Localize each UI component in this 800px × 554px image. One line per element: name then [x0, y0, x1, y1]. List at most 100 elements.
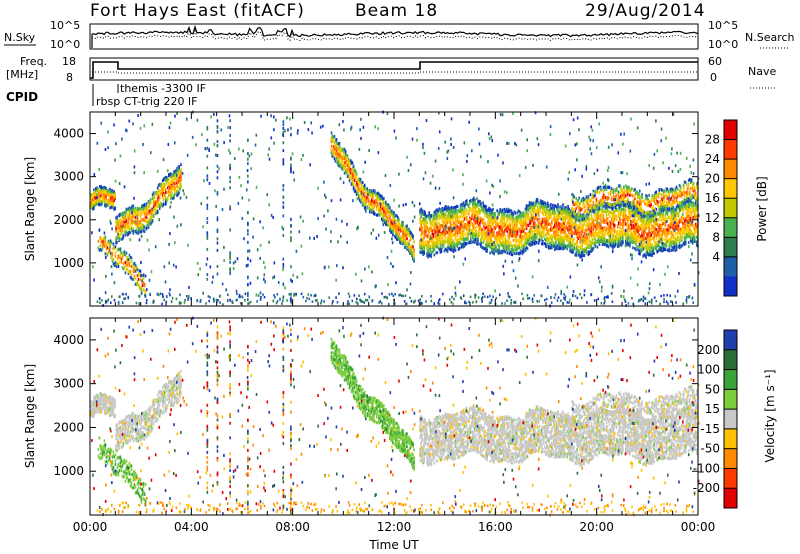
power-point	[398, 220, 400, 224]
power-point	[518, 210, 521, 214]
power-point	[489, 219, 491, 223]
power-point	[614, 203, 617, 207]
power-point	[501, 214, 504, 218]
power-point	[421, 248, 423, 252]
power-point	[420, 233, 422, 237]
power-point	[534, 239, 537, 243]
power-point	[464, 232, 467, 236]
power-point	[387, 220, 389, 224]
power-point	[372, 192, 375, 196]
power-point	[588, 212, 591, 216]
power-point	[554, 247, 556, 251]
power-point	[175, 175, 177, 179]
power-point	[558, 209, 560, 213]
power-point	[352, 165, 355, 169]
power-point	[131, 205, 134, 209]
power-point	[355, 192, 358, 196]
power-point	[496, 236, 498, 240]
power-point	[553, 244, 555, 248]
power-point	[365, 191, 368, 195]
power-point	[527, 223, 530, 227]
power-point	[609, 227, 612, 231]
power-point	[495, 249, 497, 253]
power-point	[557, 244, 559, 248]
power-point	[180, 183, 182, 187]
power-point	[593, 214, 596, 218]
power-point	[100, 186, 102, 190]
power-point	[449, 239, 452, 243]
power-point	[331, 154, 334, 158]
power-point	[167, 196, 169, 200]
power-point	[447, 246, 450, 250]
power-point	[109, 193, 111, 197]
power-point	[148, 220, 151, 224]
power-point	[369, 193, 372, 197]
power-point	[569, 230, 571, 234]
power-point	[116, 223, 118, 227]
power-point	[433, 210, 436, 214]
power-point	[473, 210, 475, 214]
power-point	[571, 244, 573, 248]
power-point	[570, 230, 572, 234]
power-point	[443, 220, 446, 224]
power-point	[138, 227, 141, 231]
power-point	[559, 245, 561, 249]
power-point	[532, 235, 535, 239]
power-point	[507, 233, 510, 237]
power-point	[510, 230, 513, 234]
power-point	[443, 249, 446, 253]
power-point	[392, 222, 394, 226]
power-point	[394, 223, 396, 227]
power-point	[567, 222, 569, 226]
power-point	[383, 206, 385, 210]
power-point	[419, 243, 421, 247]
power-point	[148, 201, 151, 205]
power-point	[153, 194, 156, 198]
power-point	[597, 207, 600, 211]
power-point	[121, 229, 124, 233]
power-point	[152, 194, 155, 198]
power-point	[405, 234, 407, 238]
power-point	[460, 203, 463, 207]
power-point	[477, 213, 479, 217]
power-point	[148, 205, 151, 209]
power-point	[549, 211, 551, 215]
power-point	[104, 239, 107, 243]
power-point	[476, 205, 478, 209]
power-point	[460, 226, 463, 230]
power-point	[404, 230, 406, 234]
power-point	[490, 234, 492, 238]
power-point	[371, 206, 374, 210]
power-point	[544, 221, 547, 225]
power-point	[488, 224, 490, 228]
power-point	[421, 242, 423, 246]
power-point	[519, 230, 522, 234]
power-point	[461, 225, 464, 229]
power-point	[403, 231, 405, 235]
power-point	[355, 176, 358, 180]
power-point	[517, 214, 520, 218]
power-point	[484, 222, 486, 226]
power-point	[433, 244, 436, 248]
power-point	[352, 186, 355, 190]
power-point	[109, 243, 112, 247]
power-point	[443, 230, 446, 234]
power-point	[127, 270, 130, 274]
power-point	[448, 240, 451, 244]
power-point	[594, 230, 597, 234]
power-point	[427, 229, 430, 233]
power-point	[401, 227, 403, 231]
power-point	[552, 235, 554, 239]
power-point	[439, 234, 442, 238]
power-point	[483, 225, 485, 229]
power-point	[493, 234, 495, 238]
power-point	[466, 203, 469, 207]
power-point	[502, 221, 505, 225]
power-point	[538, 231, 541, 235]
power-point	[499, 235, 501, 239]
power-point	[132, 204, 135, 208]
power-point	[526, 207, 529, 211]
power-point	[115, 220, 117, 224]
power-point	[567, 237, 569, 241]
power-point	[491, 240, 493, 244]
